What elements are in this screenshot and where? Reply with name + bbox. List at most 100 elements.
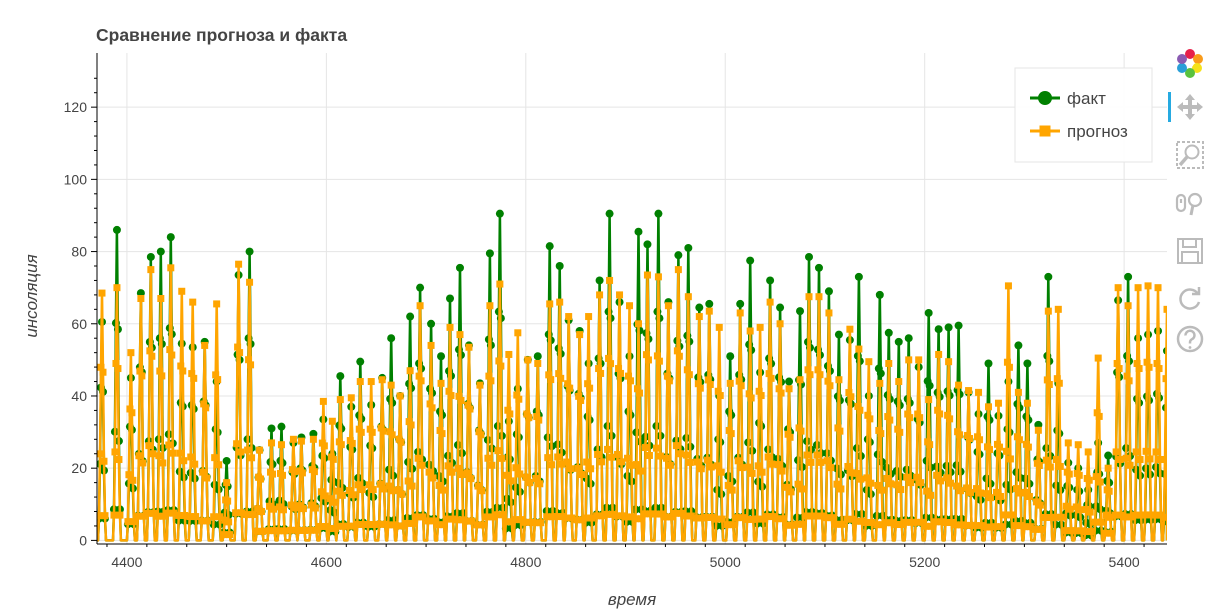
fact-point [884, 328, 893, 337]
forecast-point [215, 461, 223, 469]
forecast-point [127, 349, 135, 357]
fact-point [245, 247, 254, 256]
fact-point [824, 287, 833, 296]
forecast-point [505, 350, 513, 358]
forecast-point [1112, 448, 1120, 456]
forecast-point [516, 470, 524, 478]
wheel-zoom-icon[interactable] [1172, 186, 1208, 220]
forecast-point [671, 509, 679, 517]
forecast-point [1032, 498, 1040, 506]
forecast-point [473, 521, 481, 529]
forecast-point [656, 452, 664, 460]
forecast-point [1154, 284, 1162, 292]
forecast-point [345, 486, 353, 494]
forecast-point [744, 463, 752, 471]
forecast-point [769, 513, 777, 521]
forecast-point [348, 439, 356, 447]
forecast-point [417, 377, 425, 385]
save-icon[interactable] [1172, 234, 1208, 268]
forecast-point [858, 517, 866, 525]
forecast-point [1096, 478, 1104, 486]
pan-icon[interactable] [1172, 90, 1208, 124]
forecast-point [220, 531, 228, 539]
fact-point [416, 283, 425, 292]
forecast-point [454, 464, 462, 472]
forecast-point [100, 457, 108, 465]
forecast-point [404, 477, 412, 485]
fact-point [1023, 359, 1032, 368]
forecast-point [626, 302, 634, 310]
forecast-point [938, 518, 946, 526]
reset-icon[interactable] [1172, 282, 1208, 316]
forecast-point [743, 515, 751, 523]
forecast-point [232, 509, 240, 517]
forecast-point [643, 271, 651, 279]
forecast-point [796, 376, 804, 384]
forecast-point [778, 467, 786, 475]
forecast-point [663, 372, 671, 380]
y-tick-label: 20 [71, 460, 87, 476]
legend-label: прогноз [1067, 122, 1128, 141]
forecast-point [168, 351, 176, 359]
forecast-point [299, 505, 307, 513]
forecast-point [814, 366, 822, 374]
forecast-point [897, 486, 905, 494]
fact-point [796, 307, 805, 316]
forecast-point [733, 514, 741, 522]
forecast-point [254, 505, 262, 513]
forecast-point [1062, 502, 1070, 510]
forecast-point [555, 370, 563, 378]
forecast-point [548, 461, 556, 469]
forecast-point [764, 453, 772, 461]
forecast-point [838, 520, 846, 528]
forecast-point [863, 474, 871, 482]
forecast-point [1163, 305, 1167, 313]
forecast-point [247, 361, 255, 369]
forecast-point [160, 512, 168, 520]
help-icon[interactable] [1172, 322, 1208, 356]
forecast-point [803, 451, 811, 459]
forecast-point [777, 389, 785, 397]
forecast-point [876, 379, 884, 387]
forecast-point [1065, 470, 1073, 478]
forecast-point [1002, 447, 1010, 455]
forecast-point [1123, 372, 1131, 380]
forecast-point [588, 514, 596, 522]
fact-point [555, 262, 564, 271]
forecast-point [337, 441, 345, 449]
fact-point [876, 369, 885, 378]
x-tick-label: 5000 [710, 554, 741, 570]
forecast-point [403, 519, 411, 527]
forecast-point [1144, 282, 1152, 290]
forecast-point [384, 521, 392, 529]
x-tick-label: 5400 [1109, 554, 1140, 570]
forecast-point [1014, 388, 1022, 396]
forecast-point [312, 526, 320, 534]
forecast-point [294, 526, 302, 534]
forecast-point [608, 453, 616, 461]
forecast-point [714, 387, 722, 395]
forecast-point [1084, 448, 1092, 456]
forecast-point [486, 302, 494, 310]
forecast-point [415, 372, 423, 380]
bokeh-logo-icon[interactable] [1172, 46, 1208, 80]
forecast-point [468, 517, 476, 525]
forecast-point [866, 415, 874, 423]
forecast-point [573, 516, 581, 524]
forecast-point [474, 482, 482, 490]
forecast-point [495, 357, 503, 365]
fact-point [387, 334, 396, 343]
box-zoom-icon[interactable] [1172, 138, 1208, 172]
forecast-point [917, 479, 925, 487]
forecast-point [729, 521, 737, 529]
forecast-point [745, 390, 753, 398]
forecast-point [686, 458, 694, 466]
forecast-point [129, 476, 137, 484]
forecast-point [642, 351, 650, 359]
forecast-point [280, 527, 288, 535]
plot-area[interactable] [95, 209, 1171, 542]
forecast-point [935, 350, 943, 358]
forecast-point [888, 519, 896, 527]
forecast-point [484, 454, 492, 462]
forecast-point [585, 313, 593, 321]
